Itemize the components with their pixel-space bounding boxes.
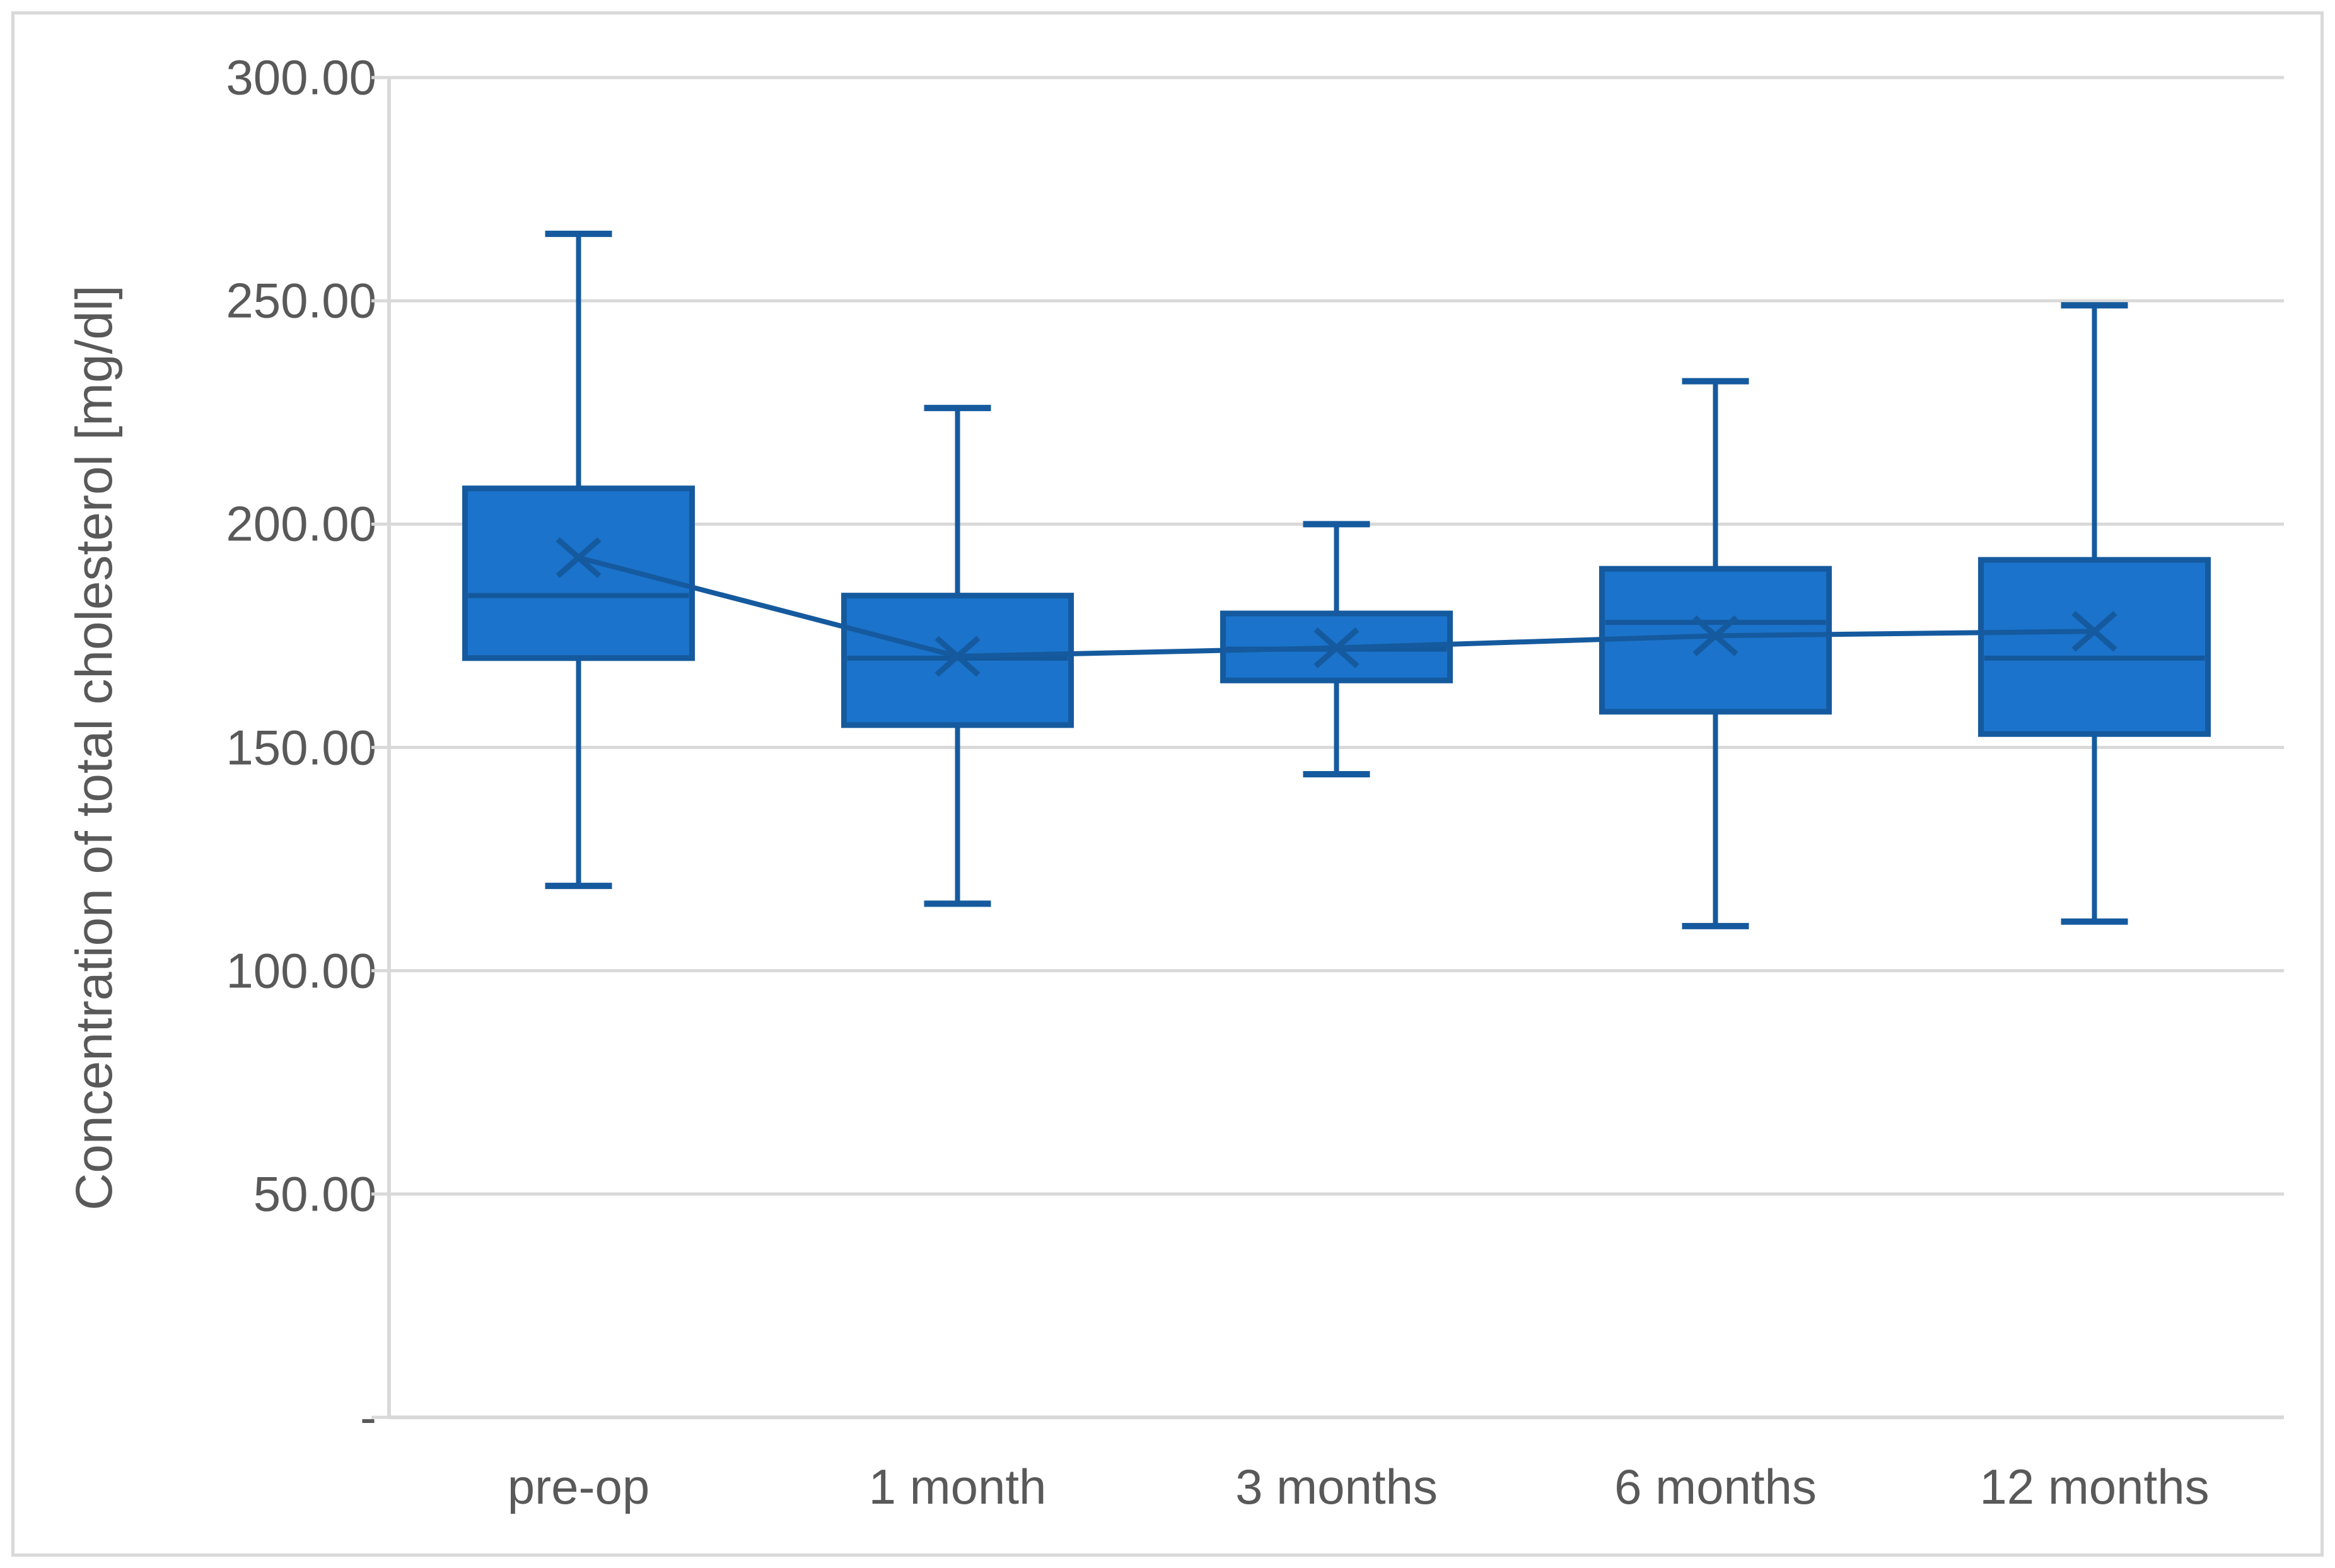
y-tick-label: 250.00 [226,272,376,328]
mean-marker-stroke [556,537,602,578]
mean-marker-stroke [2071,610,2117,652]
x-category-label: 1 month [868,1459,1047,1514]
y-tick-label: 150.00 [226,719,376,775]
mean-marker [1692,615,1738,656]
x-category-label: 3 months [1235,1459,1438,1514]
mean-marker [556,537,602,578]
mean-marker [935,636,981,677]
x-category-label: 6 months [1614,1459,1817,1514]
y-tick-label: 50.00 [253,1166,376,1222]
plot-area [371,76,2284,1419]
y-tick-label: 200.00 [226,496,376,552]
y-tick-label: 300.00 [226,49,376,105]
gridlines [371,76,2284,1419]
mean-marker [1313,627,1360,668]
y-tick-label: - [360,1389,376,1445]
y-tick-label: 100.00 [226,943,376,999]
mean-marker-stroke [935,636,981,677]
x-category-label: 12 months [1979,1459,2210,1514]
box-group-pre-op [462,230,695,890]
iqr-box [462,485,695,661]
box-group-12-months [1978,302,2211,925]
mean-marker-stroke [1313,627,1360,668]
iqr-box [1978,557,2211,737]
box-group-6-months [1599,378,1832,929]
x-category-label: pre-op [507,1459,650,1514]
chart-outer-border [11,11,2324,1557]
mean-marker [2071,610,2117,652]
mean-marker-stroke [1692,615,1738,656]
box-group-1-month [841,405,1074,907]
